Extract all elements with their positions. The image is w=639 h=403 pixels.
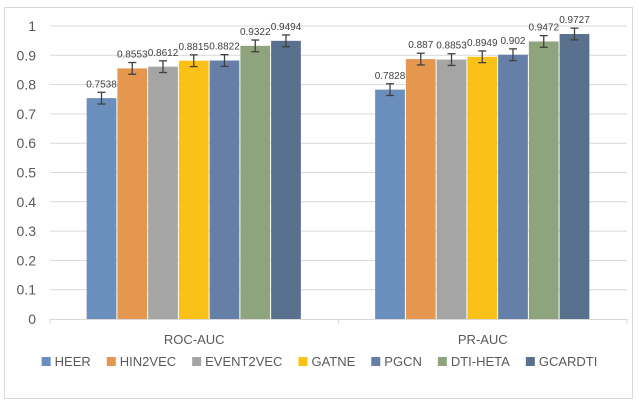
- data-label: 0.8553: [117, 50, 148, 61]
- data-label: 0.9494: [271, 22, 302, 33]
- bar: [117, 68, 148, 320]
- data-label: 0.902: [500, 36, 525, 47]
- bar: [405, 59, 436, 319]
- data-label: 0.8949: [467, 38, 498, 49]
- y-tick-label: 1: [28, 18, 36, 34]
- y-tick-label: 0.5: [17, 165, 37, 181]
- y-tick-label: 0.6: [17, 135, 37, 151]
- data-label: 0.8815: [178, 42, 209, 53]
- y-tick-label: 0.4: [17, 194, 37, 210]
- bar: [271, 40, 301, 319]
- x-category-label: ROC-AUC: [164, 332, 225, 347]
- bar: [498, 54, 528, 320]
- bar: [148, 66, 178, 320]
- y-tick-label: 0.3: [17, 223, 37, 239]
- legend-label: GCARDTI: [539, 354, 598, 369]
- data-label: 0.8612: [148, 48, 179, 59]
- legend-label: PGCN: [384, 354, 422, 369]
- y-tick-label: 0: [28, 311, 36, 327]
- data-label: 0.7828: [375, 71, 406, 82]
- bar: [375, 89, 405, 319]
- legend-swatch: [525, 357, 535, 366]
- data-label: 0.7538: [86, 79, 117, 90]
- bar: [528, 41, 559, 320]
- legend-label: GATNE: [311, 354, 355, 369]
- bar: [436, 59, 467, 319]
- legend-label: HIN2VEC: [120, 354, 176, 369]
- bar: [209, 60, 240, 319]
- data-label: 0.9727: [559, 15, 590, 26]
- legend-label: DTI-HETA: [451, 354, 510, 369]
- bar: [240, 45, 271, 320]
- y-tick-label: 0.2: [17, 252, 37, 268]
- legend-label: HEER: [55, 354, 91, 369]
- bar: [467, 56, 498, 319]
- legend-swatch: [371, 357, 381, 366]
- y-tick-label: 0.9: [17, 47, 37, 63]
- bar: [559, 33, 590, 319]
- bar: [178, 60, 209, 320]
- data-label: 0.9472: [528, 23, 559, 34]
- legend-swatch: [192, 357, 202, 366]
- legend-label: EVENT2VEC: [205, 354, 282, 369]
- data-label: 0.8822: [209, 42, 240, 53]
- data-label: 0.9322: [240, 27, 271, 38]
- y-tick-label: 0.8: [17, 77, 37, 93]
- x-category-label: PR-AUC: [458, 332, 508, 347]
- legend-swatch: [298, 357, 308, 366]
- legend-swatch: [437, 357, 447, 366]
- y-tick-label: 0.1: [17, 282, 37, 298]
- y-tick-label: 0.7: [17, 106, 37, 122]
- legend-swatch: [106, 357, 116, 366]
- legend-swatch: [41, 357, 51, 366]
- data-label: 0.8853: [436, 41, 467, 52]
- data-label: 0.887: [408, 40, 433, 51]
- bar: [86, 98, 117, 319]
